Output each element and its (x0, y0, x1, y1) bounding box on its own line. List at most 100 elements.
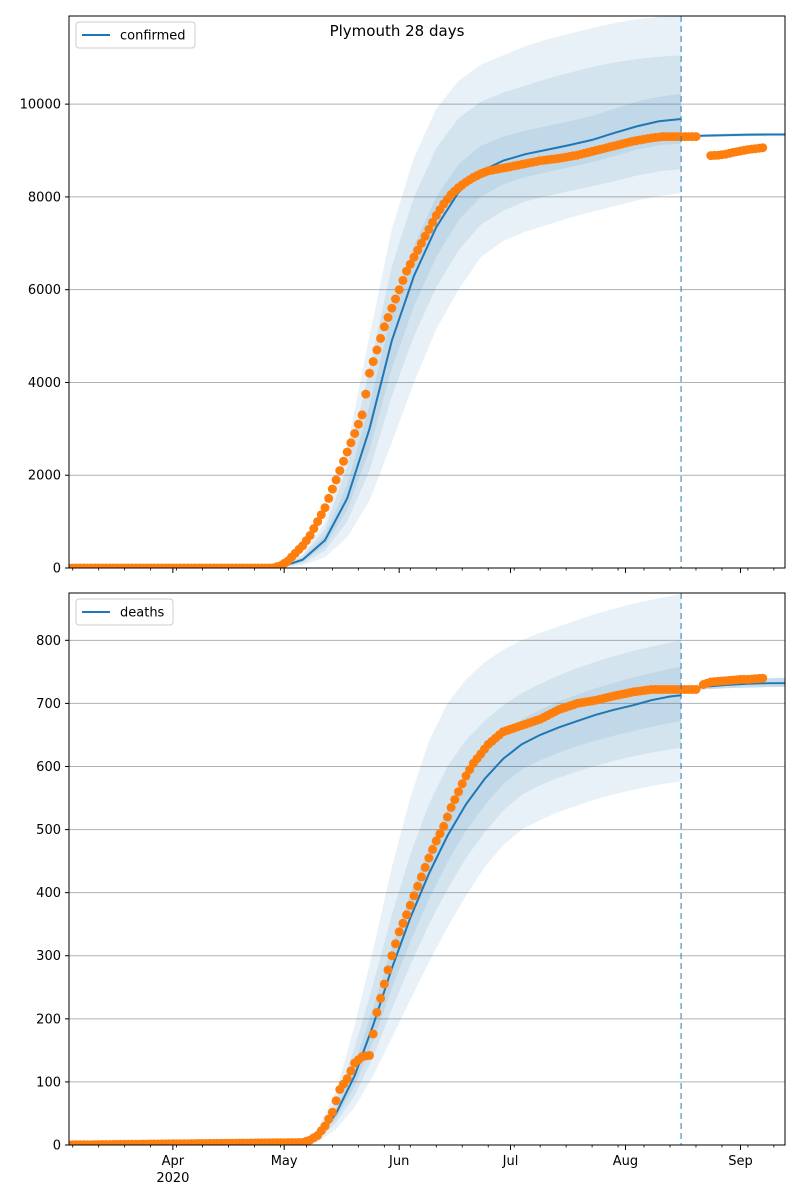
observed-point-99 (420, 231, 430, 241)
observed-point-102 (431, 836, 441, 846)
observed-point-78 (342, 1074, 352, 1084)
y-tick-label-2: 200 (36, 1012, 61, 1027)
observed-point-98 (416, 872, 426, 882)
uncertainty-band-0 (69, 594, 682, 1145)
plot-area (69, 594, 785, 1145)
observed-point-74 (327, 1107, 337, 1117)
observed-point-95 (405, 900, 415, 910)
axes-frame (68, 592, 786, 1146)
y-tick-label-3: 6000 (28, 283, 61, 298)
observed-later-point-16 (758, 673, 768, 683)
observed-point-106 (446, 803, 456, 812)
observed-point-109 (457, 779, 467, 789)
observed-point-68 (305, 531, 315, 540)
axes-frame (68, 15, 786, 569)
y-tick-label-1: 100 (36, 1075, 61, 1090)
observed-point-104 (439, 821, 449, 831)
observed-point-72 (320, 503, 330, 513)
x-tick-label-3: Jul (502, 1154, 519, 1169)
x-tick-label-4: Aug (613, 1154, 638, 1169)
observed-point-79 (346, 1066, 356, 1076)
y-tick-label-2: 4000 (28, 376, 61, 391)
observed-point-77 (339, 456, 348, 466)
observed-point-92 (394, 927, 404, 937)
observed-point-83 (361, 389, 371, 399)
model-line (69, 694, 682, 1145)
y-tick-label-6: 600 (36, 760, 61, 775)
y-tick-label-5: 500 (36, 823, 61, 838)
observed-point-74 (327, 484, 337, 494)
observed-point-81 (353, 419, 363, 429)
y-tick-label-0: 0 (53, 1139, 61, 1154)
observed-point-91 (391, 939, 400, 949)
observed-point-95 (405, 259, 415, 269)
legend-label: deaths (120, 606, 165, 621)
observed-point-69 (309, 524, 319, 534)
observed-point-101 (428, 217, 438, 227)
observed-point-92 (394, 285, 404, 295)
observed-point-97 (413, 881, 423, 891)
y-tick-label-1: 2000 (28, 469, 61, 484)
chart-title: Plymouth 28 days (330, 22, 465, 40)
observed-point-80 (350, 429, 360, 438)
observed-later-point-14 (758, 143, 768, 153)
y-tick-label-0: 0 (53, 562, 61, 577)
observed-point-91 (391, 294, 400, 304)
legend: deaths (75, 598, 174, 626)
x-year-label: 2020 (156, 1171, 189, 1186)
observed-point-70 (313, 517, 323, 527)
observed-point-93 (398, 275, 408, 285)
observed-point-107 (450, 795, 460, 805)
y-tick-label-5: 10000 (20, 98, 61, 113)
observed-point-87 (376, 993, 386, 1003)
confirmed-panel: 0 2000 4000 6000 8000 10000 confirmed (20, 15, 786, 577)
uncertainty-band-1 (69, 640, 682, 1145)
x-tick-label-0: Apr (162, 1154, 185, 1169)
observed-point-96 (409, 252, 419, 262)
observed-point-87 (376, 333, 386, 343)
observed-point-86 (372, 345, 382, 355)
observed-point-82 (357, 410, 367, 420)
observed-point-79 (346, 438, 356, 448)
legend-box (75, 21, 196, 49)
observed-point-89 (383, 313, 393, 322)
observed-point-86 (372, 1008, 382, 1017)
observed-point-103 (435, 829, 445, 839)
observed-point-93 (398, 918, 408, 928)
observed-point-88 (379, 322, 389, 332)
deaths-panel: 0 100 200 300 400 500 600 700 800 Apr May Jun Jul Aug… (36, 592, 786, 1186)
observed-point-105 (442, 812, 452, 822)
x-tick-label-2: Jun (388, 1154, 409, 1169)
observed-point-101 (428, 844, 438, 854)
observed-point-100 (424, 224, 434, 234)
plot-area (69, 16, 785, 568)
observed-point-90 (387, 303, 397, 313)
observed-point-75 (331, 1096, 341, 1106)
observed-point-89 (383, 965, 393, 975)
observed-point-84 (365, 1050, 374, 1060)
legend-box (75, 598, 174, 626)
observed-point-94 (402, 910, 412, 920)
y-tick-label-8: 800 (36, 634, 61, 649)
observed-point-90 (387, 951, 397, 961)
uncertainty-band-1 (69, 55, 682, 568)
observed-point-97 (413, 245, 423, 255)
y-tick-label-4: 400 (36, 886, 61, 901)
observed-point-98 (416, 238, 426, 248)
observed-point-172 (691, 685, 701, 694)
observed-point-85 (368, 357, 378, 367)
observed-point-71 (316, 510, 326, 520)
y-tick-label-4: 8000 (28, 190, 61, 205)
legend: confirmed (75, 21, 196, 49)
observed-point-99 (420, 862, 430, 872)
y-tick-label-3: 300 (36, 949, 61, 964)
observed-point-96 (409, 891, 419, 901)
x-tick-label-1: May (271, 1154, 298, 1169)
y-tick-label-7: 700 (36, 697, 61, 712)
observed-point-73 (324, 1114, 334, 1124)
observed-point-172 (691, 132, 701, 142)
observed-point-72 (320, 1121, 330, 1131)
observed-point-78 (342, 447, 352, 457)
observed-point-73 (324, 493, 334, 503)
